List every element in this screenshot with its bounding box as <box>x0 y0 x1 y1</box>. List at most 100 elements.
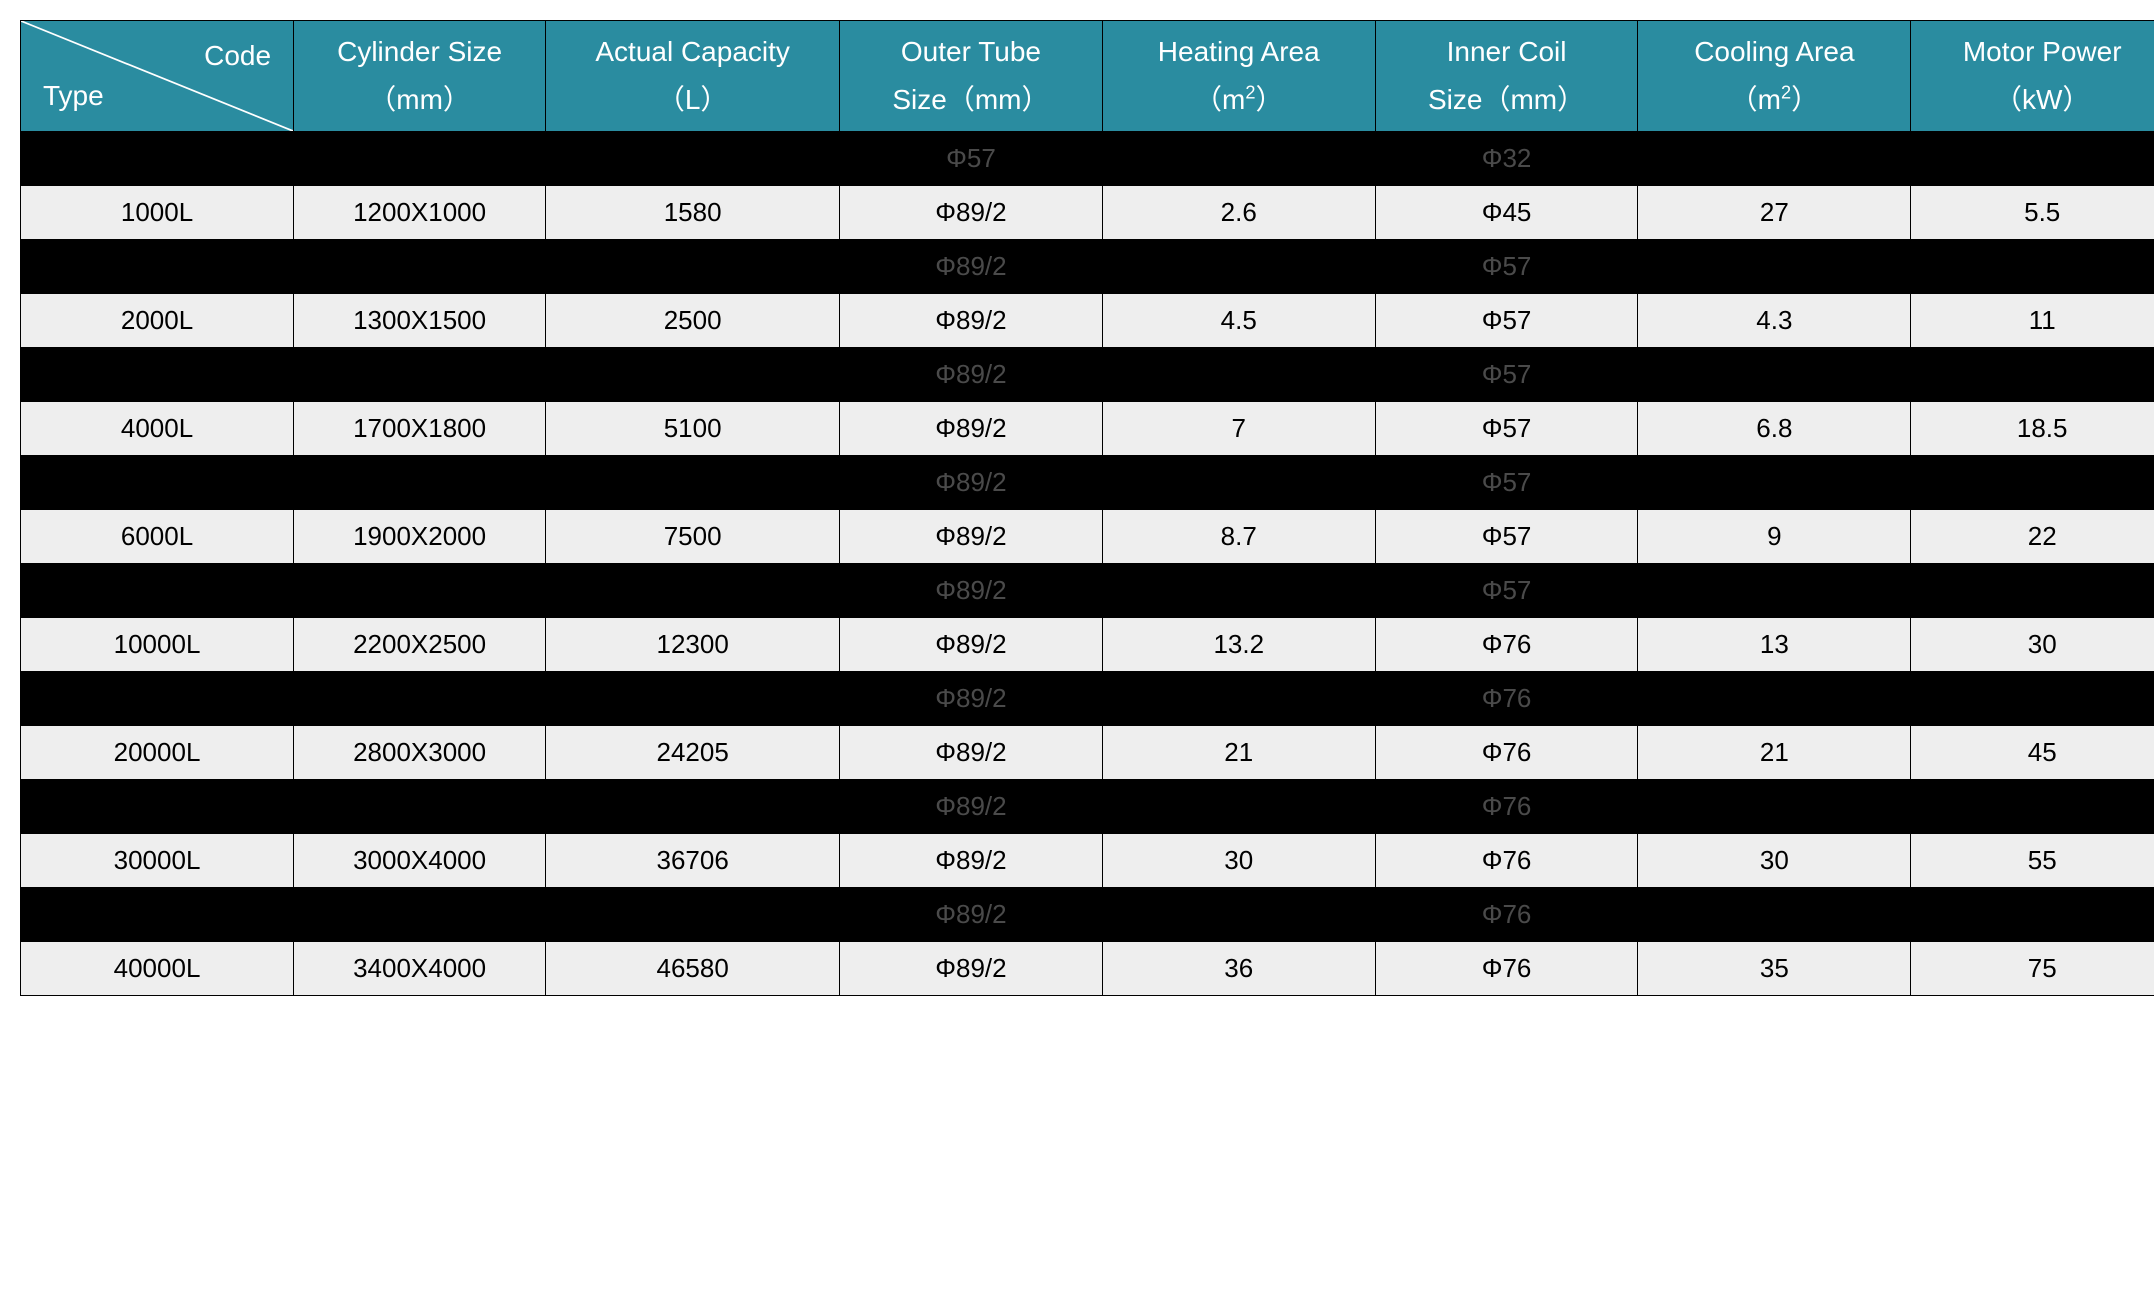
table-cell: 1300X1500 <box>294 294 546 348</box>
table-row: Φ89/2Φ57 <box>21 348 2154 402</box>
header-unit: （m2） <box>1109 79 1369 121</box>
table-cell: Φ89/2 <box>840 780 1103 834</box>
table-cell: Φ76 <box>1375 726 1638 780</box>
table-cell: Φ89/2 <box>840 456 1103 510</box>
header-text: Motor Power <box>1917 31 2154 73</box>
table-cell: 36 <box>1102 942 1375 996</box>
table-cell <box>21 672 294 726</box>
table-cell <box>21 348 294 402</box>
table-cell: Φ89/2 <box>840 186 1103 240</box>
table-cell <box>294 240 546 294</box>
table-row: Φ57Φ32 <box>21 132 2154 186</box>
table-cell <box>294 672 546 726</box>
table-cell <box>546 780 840 834</box>
table-cell <box>21 456 294 510</box>
table-cell <box>546 240 840 294</box>
table-cell <box>1638 456 1911 510</box>
table-cell: Φ45 <box>1375 186 1638 240</box>
table-cell <box>294 348 546 402</box>
table-cell: 10000L <box>21 618 294 672</box>
table-cell <box>294 564 546 618</box>
table-row: Φ89/2 Φ76 <box>21 780 2154 834</box>
table-cell: 55 <box>1911 834 2154 888</box>
table-cell: 2200X2500 <box>294 618 546 672</box>
table-cell <box>1102 888 1375 942</box>
table-cell <box>1638 132 1911 186</box>
table-cell: Φ76 <box>1375 942 1638 996</box>
table-cell: Φ89/2 <box>840 294 1103 348</box>
header-text: Outer Tube <box>846 31 1096 73</box>
table-cell <box>546 132 840 186</box>
table-cell: Φ57 <box>1375 456 1638 510</box>
table-cell <box>1911 240 2154 294</box>
table-cell <box>1102 564 1375 618</box>
table-cell <box>1638 780 1911 834</box>
table-head: Code Type Cylinder Size （mm） Actual Capa… <box>21 21 2154 132</box>
table-cell <box>1911 348 2154 402</box>
table-cell: 2000L <box>21 294 294 348</box>
table-cell: 40000L <box>21 942 294 996</box>
table-cell <box>546 456 840 510</box>
table-cell: Φ57 <box>1375 348 1638 402</box>
table-cell: 2500 <box>546 294 840 348</box>
table-row: Φ89/2Φ76 <box>21 672 2154 726</box>
table-cell: 1900X2000 <box>294 510 546 564</box>
table-cell: 24205 <box>546 726 840 780</box>
table-cell: 21 <box>1102 726 1375 780</box>
table-cell <box>294 456 546 510</box>
table-cell <box>21 132 294 186</box>
table-cell <box>1911 132 2154 186</box>
header-text: Inner Coil <box>1382 31 1632 73</box>
table-cell: 30 <box>1102 834 1375 888</box>
table-cell: 6000L <box>21 510 294 564</box>
table-cell: 3400X4000 <box>294 942 546 996</box>
table-row: 20000L2800X300024205Φ89/221Φ762145 <box>21 726 2154 780</box>
table-cell: 1580 <box>546 186 840 240</box>
header-cooling-area: Cooling Area （m2） <box>1638 21 1911 132</box>
table-cell: 2800X3000 <box>294 726 546 780</box>
table-cell <box>1911 672 2154 726</box>
table-cell: 6.8 <box>1638 402 1911 456</box>
table-row: Φ89/2 Φ57 <box>21 456 2154 510</box>
table-row: 10000L2200X250012300Φ89/213.2Φ761330 <box>21 618 2154 672</box>
table-cell <box>21 240 294 294</box>
table-cell: Φ76 <box>1375 834 1638 888</box>
table-cell <box>1102 672 1375 726</box>
table-row: 40000L3400X400046580Φ89/236Φ763575 <box>21 942 2154 996</box>
header-type-label: Type <box>43 75 104 117</box>
table-cell: 1700X1800 <box>294 402 546 456</box>
table-row: Φ89/2Φ57 <box>21 240 2154 294</box>
header-text: Cooling Area <box>1644 31 1904 73</box>
table-cell: Φ76 <box>1375 780 1638 834</box>
table-cell: 7 <box>1102 402 1375 456</box>
table-row: 1000L1200X10001580Φ89/22.6Φ45275.5 <box>21 186 2154 240</box>
table-cell <box>1102 456 1375 510</box>
header-motor-power: Motor Power （kW） <box>1911 21 2154 132</box>
table-row: Φ89/2Φ76 <box>21 888 2154 942</box>
table-cell <box>1638 564 1911 618</box>
table-row: Φ89/2Φ57 <box>21 564 2154 618</box>
table-cell: 35 <box>1638 942 1911 996</box>
table-cell: Φ89/2 <box>840 726 1103 780</box>
header-unit: （L） <box>552 79 833 121</box>
table-cell: 1000L <box>21 186 294 240</box>
table-cell: Φ76 <box>1375 672 1638 726</box>
table-cell: 36706 <box>546 834 840 888</box>
table-cell <box>294 780 546 834</box>
table-cell: Φ89/2 <box>840 834 1103 888</box>
table-cell: 18.5 <box>1911 402 2154 456</box>
table-cell <box>1911 888 2154 942</box>
table-row: 4000L1700X18005100Φ89/27Φ576.818.5 <box>21 402 2154 456</box>
table-cell: 46580 <box>546 942 840 996</box>
table-cell: Φ89/2 <box>840 618 1103 672</box>
table-cell: 3000X4000 <box>294 834 546 888</box>
header-unit: Size（mm） <box>846 79 1096 121</box>
table-cell <box>1911 564 2154 618</box>
table-cell: Φ89/2 <box>840 402 1103 456</box>
table-cell: Φ57 <box>1375 240 1638 294</box>
table-cell: Φ89/2 <box>840 942 1103 996</box>
table-cell: 7500 <box>546 510 840 564</box>
table-cell <box>1911 780 2154 834</box>
table-cell: Φ57 <box>1375 510 1638 564</box>
table-cell: Φ57 <box>1375 294 1638 348</box>
